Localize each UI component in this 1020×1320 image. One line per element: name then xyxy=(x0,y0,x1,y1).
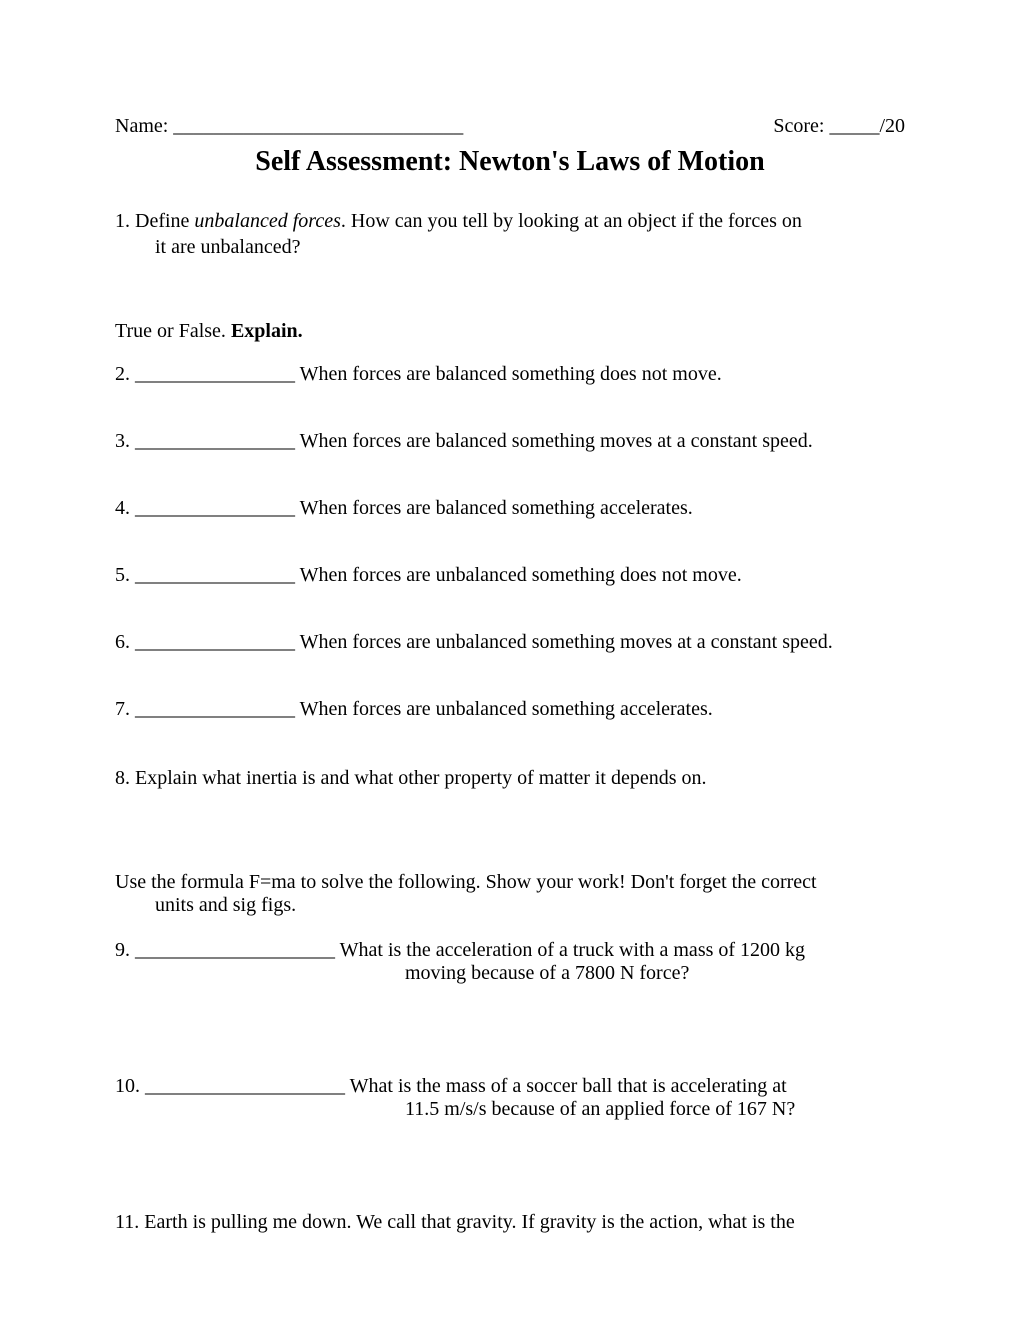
header-row: Name: _____________________________ Scor… xyxy=(115,115,905,138)
calc-line1: 9. ____________________ What is the acce… xyxy=(115,939,905,962)
tf-bold: Explain. xyxy=(231,320,303,342)
formula-line1: Use the formula F=ma to solve the follow… xyxy=(115,871,905,894)
tf-item-6: 6. ________________ When forces are unba… xyxy=(115,631,905,654)
score-field[interactable]: Score: _____/20 xyxy=(773,115,905,138)
question-1: 1. Define unbalanced forces. How can you… xyxy=(115,208,905,260)
question-11: 11. Earth is pulling me down. We call th… xyxy=(115,1211,905,1234)
question-8: 8. Explain what inertia is and what othe… xyxy=(115,765,905,791)
calc-item-9: 9. ____________________ What is the acce… xyxy=(115,939,905,985)
calc-line2: 11.5 m/s/s because of an applied force o… xyxy=(115,1098,905,1121)
formula-instruction: Use the formula F=ma to solve the follow… xyxy=(115,871,905,917)
calc-item-10: 10. ____________________ What is the mas… xyxy=(115,1075,905,1121)
calc-line2: moving because of a 7800 N force? xyxy=(115,962,905,985)
tf-item-3: 3. ________________ When forces are bala… xyxy=(115,430,905,453)
q1-prefix: 1. Define xyxy=(115,210,194,232)
q1-italic-term: unbalanced forces xyxy=(194,210,340,232)
name-field[interactable]: Name: _____________________________ xyxy=(115,115,463,138)
tf-prefix: True or False. xyxy=(115,320,231,342)
calc-line1: 10. ____________________ What is the mas… xyxy=(115,1075,905,1098)
tf-item-7: 7. ________________ When forces are unba… xyxy=(115,698,905,721)
page-title: Self Assessment: Newton's Laws of Motion xyxy=(115,146,905,178)
formula-line2: units and sig figs. xyxy=(115,894,905,917)
tf-container: 2. ________________ When forces are bala… xyxy=(115,363,905,721)
tf-item-4: 4. ________________ When forces are bala… xyxy=(115,497,905,520)
tf-item-2: 2. ________________ When forces are bala… xyxy=(115,363,905,386)
tf-instruction: True or False. Explain. xyxy=(115,320,905,343)
calc-container: 9. ____________________ What is the acce… xyxy=(115,939,905,1121)
tf-item-5: 5. ________________ When forces are unba… xyxy=(115,564,905,587)
q1-line2: it are unbalanced? xyxy=(115,234,905,260)
q1-suffix: . How can you tell by looking at an obje… xyxy=(341,210,802,232)
